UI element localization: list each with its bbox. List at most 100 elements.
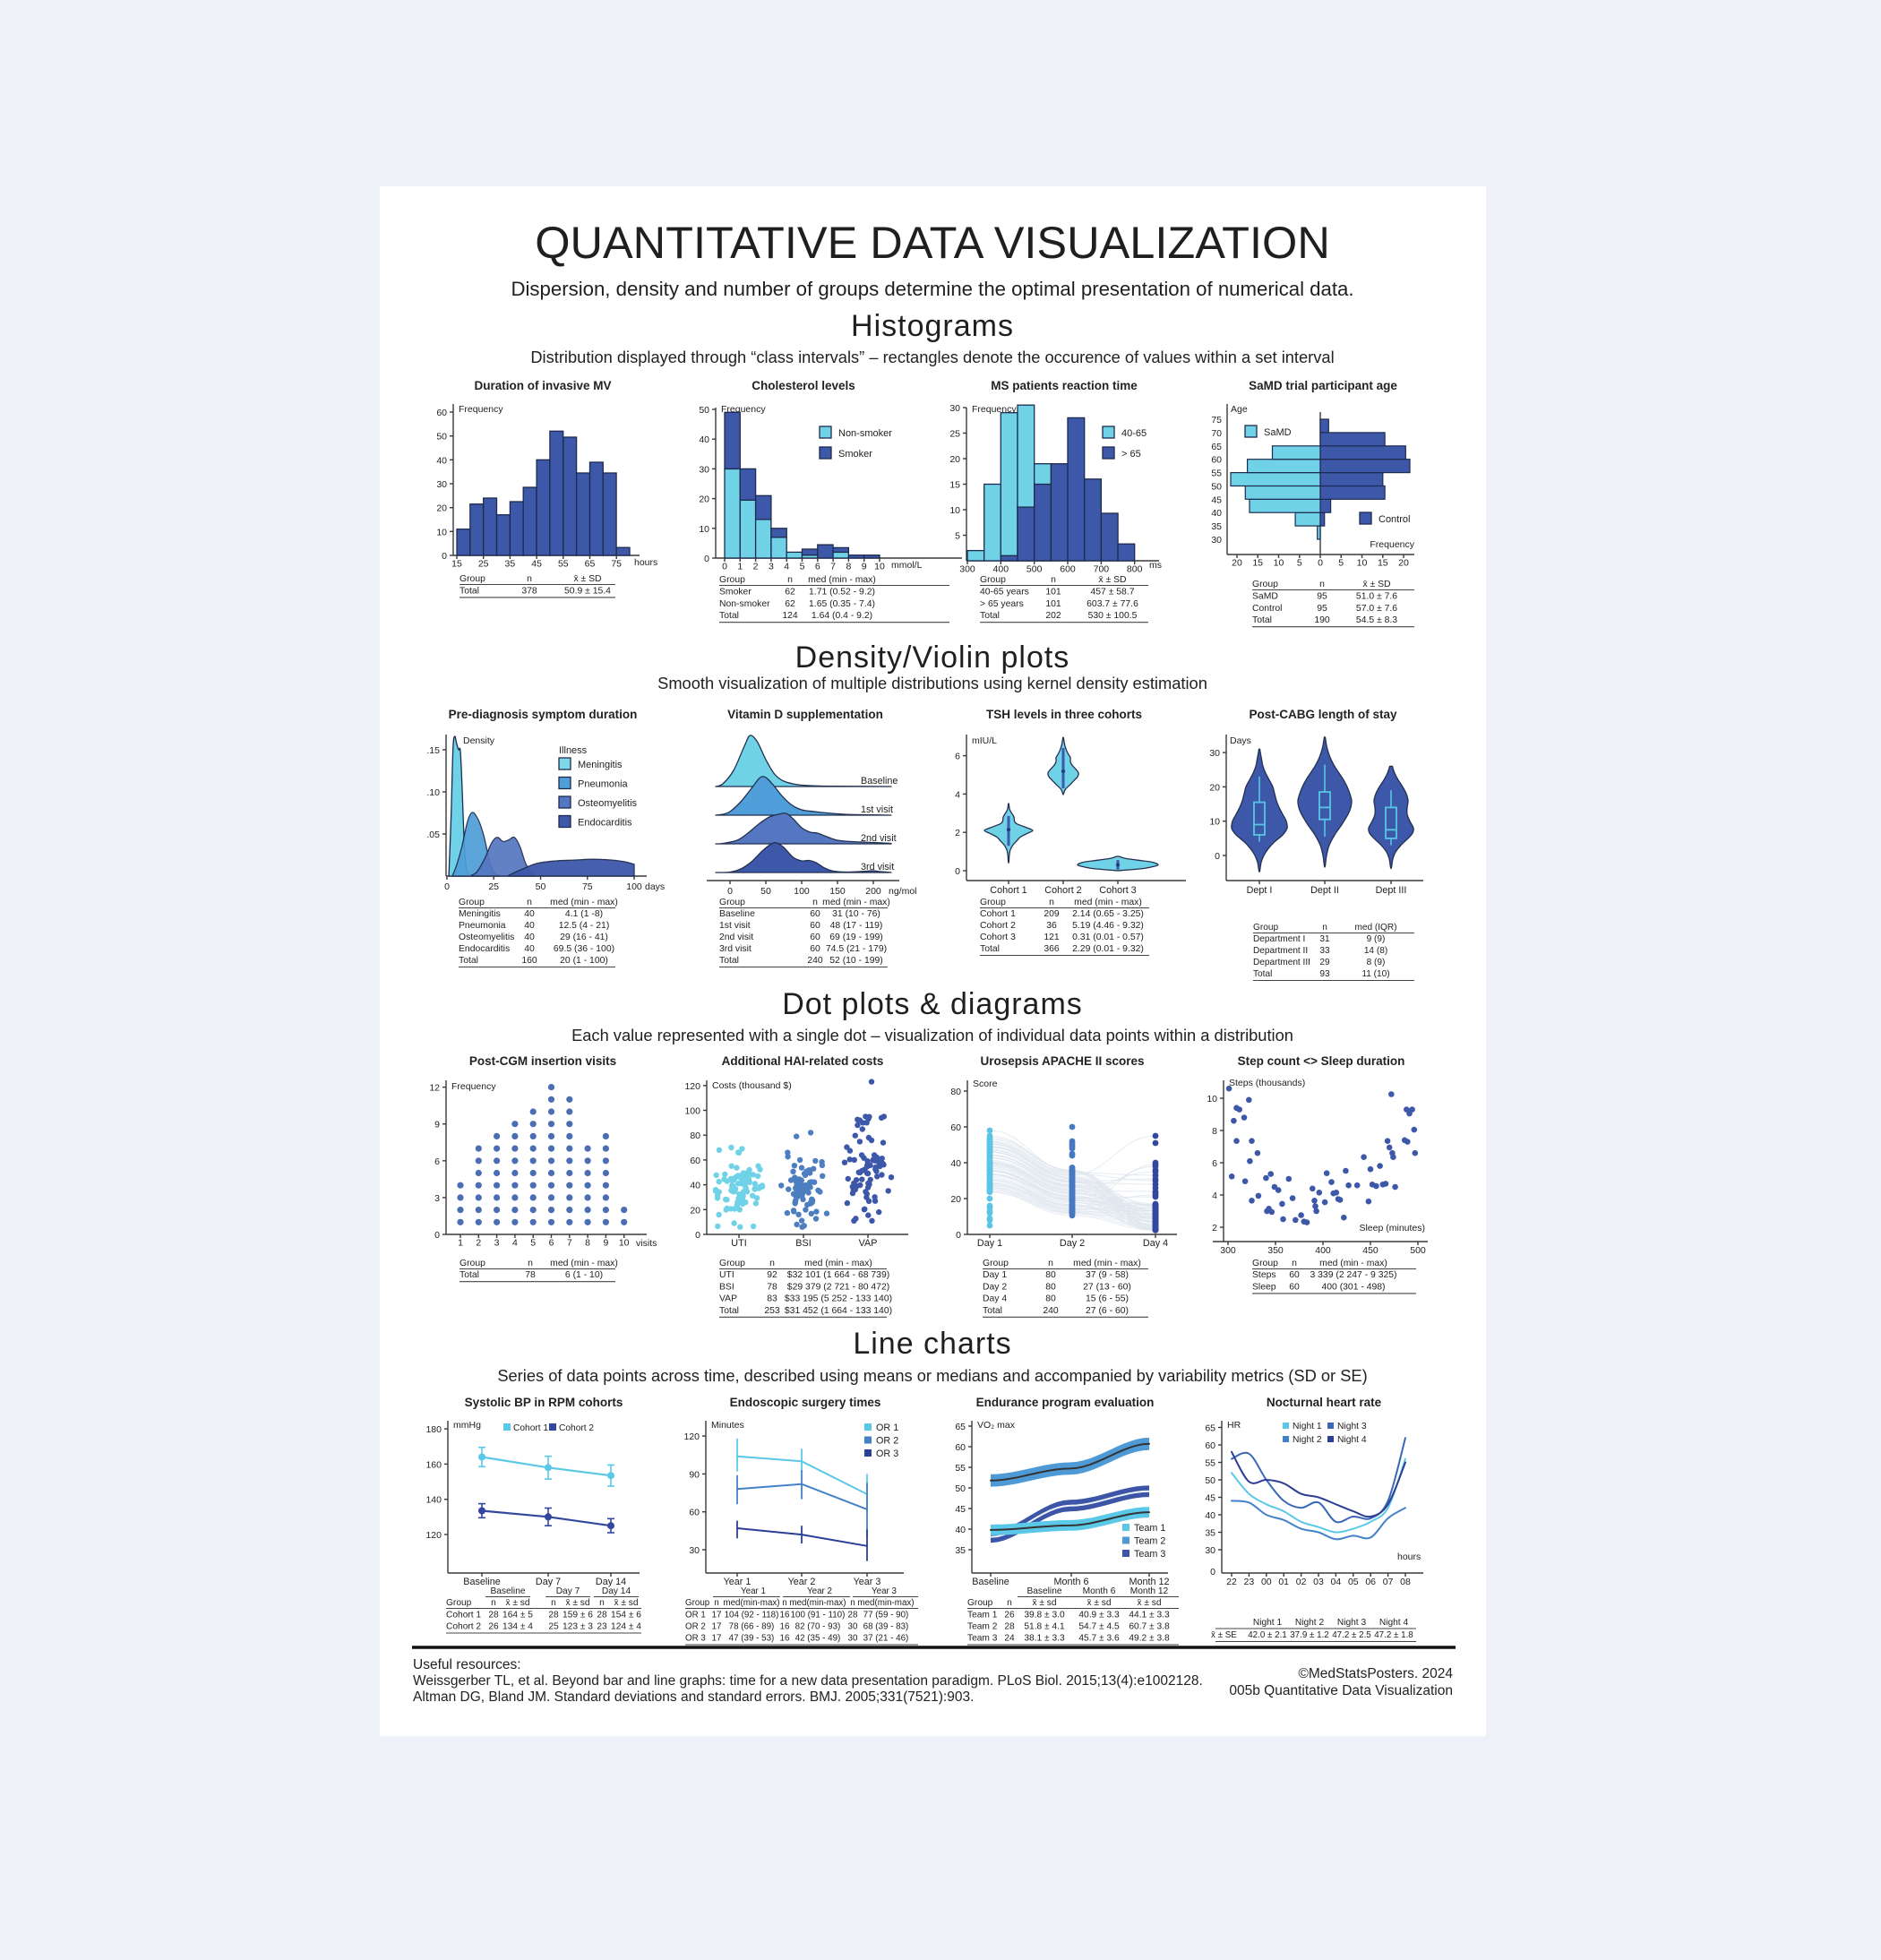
svg-text:9 (9): 9 (9) xyxy=(1367,934,1386,944)
svg-text:40: 40 xyxy=(436,455,447,466)
svg-text:104 (92 - 118): 104 (92 - 118) xyxy=(725,1611,779,1620)
svg-text:Year 1: Year 1 xyxy=(741,1586,766,1596)
svg-text:Total: Total xyxy=(1253,969,1272,979)
svg-text:0: 0 xyxy=(434,1230,440,1241)
svg-text:2: 2 xyxy=(476,1238,481,1249)
svg-text:24: 24 xyxy=(1004,1634,1015,1644)
svg-text:29: 29 xyxy=(1319,958,1330,967)
svg-text:Cohort 1: Cohort 1 xyxy=(446,1611,481,1620)
svg-text:9: 9 xyxy=(603,1238,608,1249)
svg-text:Systolic BP in RPM cohorts: Systolic BP in RPM cohorts xyxy=(465,1396,623,1409)
svg-text:60: 60 xyxy=(955,1442,966,1453)
svg-text:visits: visits xyxy=(636,1238,657,1249)
svg-text:160: 160 xyxy=(425,1459,442,1470)
svg-text:Frequency: Frequency xyxy=(459,404,503,415)
svg-text:700: 700 xyxy=(1094,564,1110,575)
svg-text:40-65: 40-65 xyxy=(1121,428,1147,439)
svg-text:2: 2 xyxy=(1212,1223,1217,1234)
svg-text:Group: Group xyxy=(1253,923,1278,933)
svg-text:20: 20 xyxy=(1232,558,1242,569)
svg-text:VAP: VAP xyxy=(719,1294,737,1304)
svg-text:Cohort 2: Cohort 2 xyxy=(446,1622,481,1632)
svg-text:93: 93 xyxy=(1319,969,1330,979)
svg-text:92: 92 xyxy=(767,1270,777,1280)
svg-text:Pre-diagnosis symptom duration: Pre-diagnosis symptom duration xyxy=(449,708,638,721)
svg-text:Team 1: Team 1 xyxy=(967,1611,998,1620)
svg-text:Endocarditis: Endocarditis xyxy=(578,818,632,829)
svg-text:4.1 (1 -8): 4.1 (1 -8) xyxy=(565,909,603,919)
svg-text:123 ± 3: 123 ± 3 xyxy=(563,1622,593,1632)
svg-text:48 (17 - 119): 48 (17 - 119) xyxy=(830,921,883,931)
svg-text:Osteomyelitis: Osteomyelitis xyxy=(578,798,638,809)
svg-text:4: 4 xyxy=(784,562,789,572)
svg-text:31 (10 - 76): 31 (10 - 76) xyxy=(832,909,880,919)
svg-text:55: 55 xyxy=(1205,1458,1215,1469)
svg-text:Group: Group xyxy=(719,898,745,907)
svg-text:140: 140 xyxy=(425,1495,442,1506)
svg-text:51.8 ± 4.1: 51.8 ± 4.1 xyxy=(1024,1622,1065,1632)
svg-text:6: 6 xyxy=(549,1238,554,1249)
svg-text:Frequency: Frequency xyxy=(451,1081,496,1092)
svg-text:27 (6 - 60): 27 (6 - 60) xyxy=(1086,1306,1129,1316)
svg-text:Histograms: Histograms xyxy=(851,309,1014,343)
svg-text:1.71 (0.52 - 9.2): 1.71 (0.52 - 9.2) xyxy=(809,587,875,597)
svg-text:15: 15 xyxy=(1252,558,1263,569)
svg-text:08: 08 xyxy=(1400,1577,1411,1587)
svg-text:83: 83 xyxy=(767,1294,777,1304)
svg-text:25: 25 xyxy=(488,881,499,892)
svg-text:30: 30 xyxy=(436,479,447,490)
svg-text:80: 80 xyxy=(1045,1282,1056,1292)
svg-text:65: 65 xyxy=(585,559,596,570)
svg-text:26: 26 xyxy=(488,1622,499,1632)
svg-text:Group: Group xyxy=(460,574,485,584)
svg-text:101: 101 xyxy=(1045,587,1061,597)
svg-text:med (min - max): med (min - max) xyxy=(1319,1259,1387,1268)
svg-text:11 (10): 11 (10) xyxy=(1361,969,1389,979)
svg-text:OR 1: OR 1 xyxy=(876,1423,898,1433)
svg-text:60: 60 xyxy=(1205,1440,1215,1451)
svg-text:Department I: Department I xyxy=(1253,934,1305,944)
svg-text:SaMD: SaMD xyxy=(1264,427,1292,438)
svg-text:Cohort 3: Cohort 3 xyxy=(1099,885,1136,896)
svg-text:Dept II: Dept II xyxy=(1310,885,1339,896)
svg-text:10: 10 xyxy=(1209,817,1220,828)
svg-text:17: 17 xyxy=(712,1611,722,1620)
svg-text:40: 40 xyxy=(955,1525,966,1535)
svg-text:28: 28 xyxy=(848,1611,858,1620)
svg-text:35: 35 xyxy=(955,1545,966,1556)
svg-text:80: 80 xyxy=(950,1087,961,1097)
svg-text:med(min-max): med(min-max) xyxy=(857,1598,914,1608)
svg-text:40: 40 xyxy=(699,434,709,445)
svg-text:Group: Group xyxy=(459,898,485,907)
svg-text:35: 35 xyxy=(1211,521,1222,532)
svg-text:x̄ ± sd: x̄ ± sd xyxy=(505,1598,529,1608)
svg-text:VAP: VAP xyxy=(859,1238,878,1249)
svg-text:55: 55 xyxy=(558,559,569,570)
svg-text:54.5 ± 8.3: 54.5 ± 8.3 xyxy=(1356,615,1397,625)
svg-text:0: 0 xyxy=(704,554,709,564)
svg-text:10: 10 xyxy=(1357,558,1368,569)
svg-text:Baseline: Baseline xyxy=(463,1577,500,1587)
svg-text:80: 80 xyxy=(690,1130,700,1141)
svg-text:Age: Age xyxy=(1231,404,1248,415)
svg-text:20: 20 xyxy=(1398,558,1409,569)
svg-text:Duration of invasive MV: Duration of invasive MV xyxy=(474,379,611,392)
svg-text:med (min - max): med (min - max) xyxy=(1074,898,1142,907)
svg-text:Total: Total xyxy=(719,611,739,621)
svg-text:30: 30 xyxy=(949,403,960,414)
svg-text:Non-smoker: Non-smoker xyxy=(838,428,892,439)
svg-text:Day 1: Day 1 xyxy=(983,1270,1007,1280)
svg-text:Total: Total xyxy=(719,1306,739,1316)
svg-text:8: 8 xyxy=(1212,1126,1217,1137)
svg-text:Group: Group xyxy=(967,1598,993,1608)
svg-text:n: n xyxy=(1049,898,1054,907)
svg-text:57.0 ± 7.6: 57.0 ± 7.6 xyxy=(1356,604,1397,614)
svg-text:50.9 ± 15.4: 50.9 ± 15.4 xyxy=(564,586,611,596)
svg-text:x̄ ± SD: x̄ ± SD xyxy=(1362,580,1390,589)
svg-text:28: 28 xyxy=(488,1611,499,1620)
svg-text:100 (91 - 110): 100 (91 - 110) xyxy=(791,1611,846,1620)
svg-text:hours: hours xyxy=(1397,1552,1421,1562)
svg-text:15 (6 - 55): 15 (6 - 55) xyxy=(1086,1294,1129,1304)
svg-text:Weissgerber TL, et al. Beyond: Weissgerber TL, et al. Beyond bar and li… xyxy=(413,1673,1203,1689)
svg-text:5: 5 xyxy=(955,531,960,542)
